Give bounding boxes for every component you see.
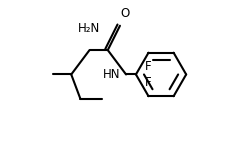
- Text: O: O: [120, 7, 129, 20]
- Text: H₂N: H₂N: [78, 22, 100, 35]
- Text: F: F: [145, 60, 152, 73]
- Text: HN: HN: [102, 68, 120, 81]
- Text: F: F: [145, 76, 152, 89]
